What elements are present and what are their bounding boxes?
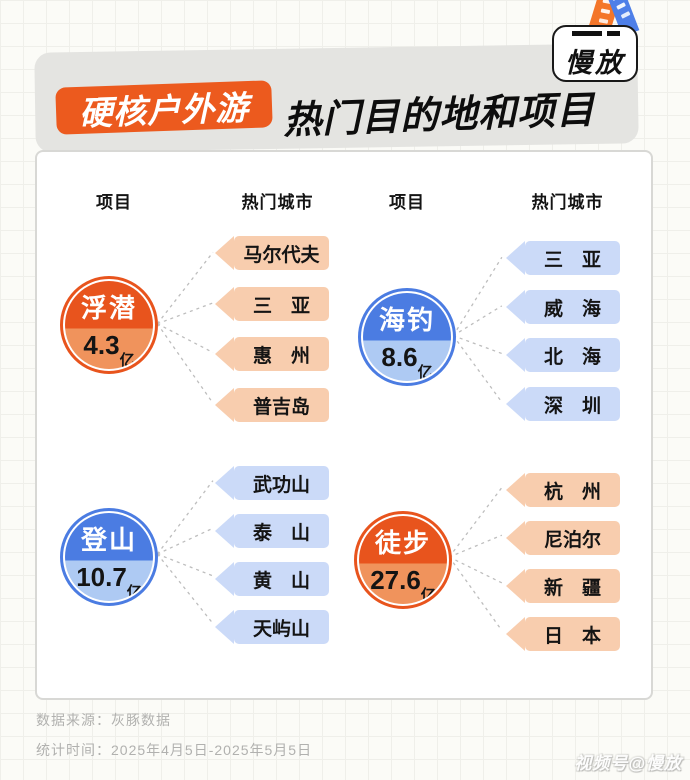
value-unit: 亿 xyxy=(417,364,433,381)
brand-logo-badge: 慢放 xyxy=(552,25,638,82)
content-card: 项目 热门城市 项目 热门城市 浮潜 4.3 亿 马尔代夫 三 亚 惠 州 普吉岛… xyxy=(35,150,653,700)
column-header-project-2: 项目 xyxy=(389,193,425,212)
city-tag: 泰 山 xyxy=(215,514,329,548)
title-badge: 硬核户外游 xyxy=(55,80,273,135)
watermark: 视频号@慢放 xyxy=(574,754,682,773)
project-circle-snorkeling: 浮潜 4.3 亿 xyxy=(60,276,158,374)
value-number: 8.6 xyxy=(381,341,418,372)
data-source-note: 数据来源：灰豚数据 xyxy=(36,712,171,728)
project-value: 27.6 亿 xyxy=(359,564,447,604)
project-circle-fill: 海钓 8.6 亿 xyxy=(363,293,451,381)
value-unit: 亿 xyxy=(119,352,135,369)
project-name: 登山 xyxy=(80,525,137,556)
project-circle-fill: 登山 10.7 亿 xyxy=(65,513,153,601)
project-circle-fill: 浮潜 4.3 亿 xyxy=(65,281,153,369)
project-circle-hiking: 徒步 27.6 亿 xyxy=(354,511,452,609)
project-value: 4.3 亿 xyxy=(65,329,153,369)
lanyard-slot-short-icon xyxy=(607,31,620,36)
city-tag: 三 亚 xyxy=(215,287,329,321)
city-tag: 尼泊尔 xyxy=(506,521,620,555)
value-unit: 亿 xyxy=(420,587,436,604)
column-header-project-1: 项目 xyxy=(96,193,132,212)
project-name: 浮潜 xyxy=(80,293,137,324)
city-tag: 马尔代夫 xyxy=(215,236,329,270)
city-tag: 杭 州 xyxy=(506,473,620,507)
value-number: 4.3 xyxy=(83,329,120,360)
project-value: 10.7 亿 xyxy=(65,561,153,601)
city-tag: 普吉岛 xyxy=(215,388,329,422)
lanyard-slot-icon xyxy=(572,31,602,36)
city-tag: 黄 山 xyxy=(215,562,329,596)
city-tag: 深 圳 xyxy=(506,387,620,421)
value-number: 10.7 xyxy=(76,561,127,592)
column-header-cities-1: 热门城市 xyxy=(241,193,314,212)
city-tag: 武功山 xyxy=(215,466,329,500)
city-tag: 三 亚 xyxy=(506,241,620,275)
city-tag: 新 疆 xyxy=(506,569,620,603)
value-number: 27.6 xyxy=(370,564,421,595)
brand-logo-text: 慢放 xyxy=(565,48,625,78)
column-header-cities-2: 热门城市 xyxy=(531,193,604,212)
project-value: 8.6 亿 xyxy=(363,341,451,381)
project-circle-mountaineering: 登山 10.7 亿 xyxy=(60,508,158,606)
page-title: 热门目的地和项目 xyxy=(282,89,596,142)
city-tag: 北 海 xyxy=(506,338,620,372)
project-circle-fill: 徒步 27.6 亿 xyxy=(359,516,447,604)
city-tag: 天屿山 xyxy=(215,610,329,644)
project-name: 海钓 xyxy=(378,305,435,336)
project-circle-sea-fishing: 海钓 8.6 亿 xyxy=(358,288,456,386)
project-name: 徒步 xyxy=(374,528,431,559)
city-tag: 惠 州 xyxy=(215,337,329,371)
statistics-period-note: 统计时间：2025年4月5日-2025年5月5日 xyxy=(36,742,313,758)
city-tag: 日 本 xyxy=(506,617,620,651)
value-unit: 亿 xyxy=(126,584,142,601)
city-tag: 威 海 xyxy=(506,290,620,324)
